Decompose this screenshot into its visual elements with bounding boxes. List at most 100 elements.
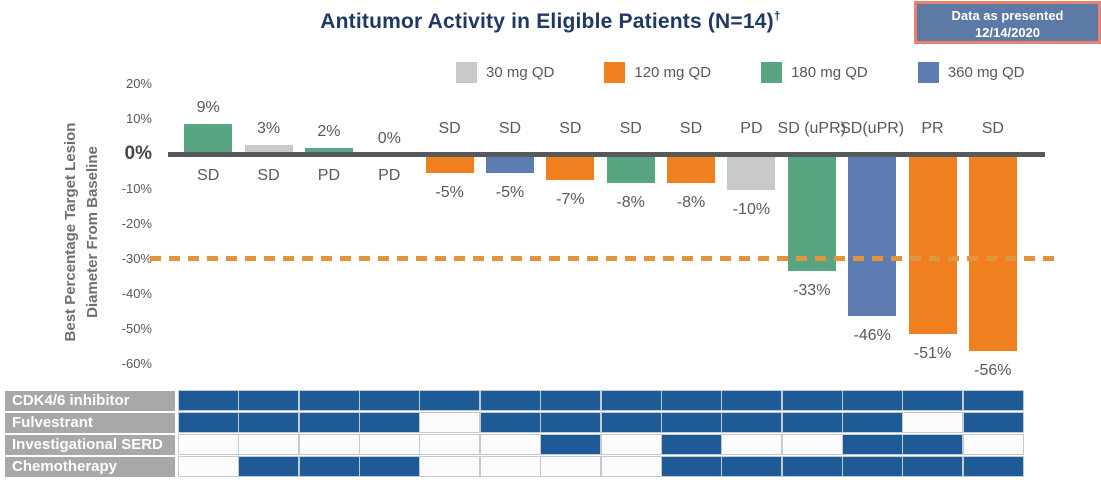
bar-patient-9: [667, 155, 716, 183]
bar-patient-13: [908, 155, 957, 334]
bar-patient-6: [485, 155, 534, 173]
history-cell-row2-patient5: [419, 412, 481, 433]
bar-value-label-patient-9: -8%: [676, 194, 706, 211]
history-cell-row1-patient12: [841, 390, 903, 411]
zero-baseline-axis: [168, 152, 1045, 157]
history-cell-row4-patient3: [298, 456, 360, 477]
history-cell-row1-patient6: [479, 390, 541, 411]
history-cell-row2-patient11: [781, 412, 843, 433]
response-label-patient-11: SD (uPR): [777, 120, 846, 137]
history-cell-row4-patient7: [540, 456, 602, 477]
bar-value-label-patient-13: -51%: [913, 344, 952, 362]
y-tick--10%: -10%: [121, 181, 152, 196]
bar-value-label-patient-14: -56%: [974, 362, 1012, 379]
response-label-patient-10: PD: [740, 120, 763, 137]
history-cell-row4-patient14: [962, 456, 1024, 477]
response-label-patient-5: SD: [438, 120, 461, 137]
page-title-text: Antitumor Activity in Eligible Patients …: [320, 10, 774, 33]
legend-item-30-mg-qd: 30 mg QD: [456, 62, 554, 83]
response-label-patient-6: SD: [498, 120, 522, 137]
history-cell-row2-patient3: [298, 412, 360, 433]
bar-value-label-patient-8: -8%: [616, 194, 645, 211]
history-cell-row2-patient7: [540, 412, 602, 433]
legend-label: 30 mg QD: [486, 64, 555, 81]
history-cell-row4-patient11: [781, 456, 843, 477]
bar-patient-5: [425, 155, 474, 173]
history-cell-row1-patient9: [660, 390, 722, 411]
y-tick--40%: -40%: [121, 286, 152, 301]
history-cell-row2-patient10: [721, 412, 783, 433]
page-title: Antitumor Activity in Eligible Patients …: [0, 9, 1101, 34]
history-cell-row1-patient7: [540, 390, 602, 411]
history-cell-row1-patient14: [962, 390, 1024, 411]
response-label-patient-13: PR: [921, 120, 944, 137]
bar-patient-10: [727, 155, 776, 190]
history-row-label-cdk4-6-inhibitor: CDK4/6 inhibitor: [5, 391, 175, 411]
history-cell-row1-patient10: [721, 390, 783, 411]
history-cell-row2-patient2: [238, 412, 300, 433]
history-cell-row3-patient12: [841, 434, 903, 455]
history-cell-row2-patient12: [841, 412, 903, 433]
history-cell-row4-patient6: [479, 456, 541, 477]
history-row-label-investigational-serd: Investigational SERD: [5, 435, 175, 455]
response-label-patient-14: SD: [981, 120, 1004, 137]
dose-legend: 30 mg QD 120 mg QD 180 mg QD 360 mg QD: [456, 62, 1024, 83]
response-label-patient-3: PD: [317, 167, 340, 184]
bar-patient-2: [244, 144, 293, 155]
response-label-patient-4: PD: [378, 167, 401, 184]
history-cell-row3-patient1: [178, 434, 239, 455]
legend-label: 360 mg QD: [947, 64, 1025, 81]
history-cell-row4-patient12: [841, 456, 903, 477]
y-tick-0%: 0%: [124, 143, 152, 164]
data-as-presented-badge: Data as presented 12/14/2020: [914, 1, 1101, 44]
history-cell-row3-patient6: [479, 434, 541, 455]
history-cell-row4-patient9: [660, 456, 722, 477]
history-cell-row3-patient2: [238, 434, 300, 455]
history-cell-row2-patient6: [479, 412, 541, 433]
legend-swatch-icon: [917, 62, 939, 83]
badge-line1: Data as presented: [951, 8, 1064, 23]
history-cell-row2-patient14: [962, 412, 1024, 433]
response-label-patient-9: SD: [679, 120, 703, 137]
bar-patient-1: [184, 123, 233, 155]
history-cell-row3-patient5: [419, 434, 481, 455]
history-cell-row1-patient4: [359, 390, 421, 411]
history-cell-row4-patient5: [419, 456, 481, 477]
legend-item-360-mg-qd: 360 mg QD: [917, 62, 1025, 83]
bar-value-label-patient-11: -33%: [793, 281, 831, 299]
bar-patient-12: [848, 155, 897, 316]
history-cell-row4-patient2: [238, 456, 300, 477]
response-label-patient-8: SD: [619, 120, 642, 137]
legend-item-180-mg-qd: 180 mg QD: [761, 62, 868, 83]
history-cell-row1-patient13: [902, 390, 964, 411]
bar-value-label-patient-12: -46%: [853, 327, 891, 344]
bar-value-label-patient-1: 9%: [196, 98, 220, 116]
history-cell-row1-patient3: [298, 390, 360, 411]
history-cell-row2-patient9: [660, 412, 722, 433]
y-tick--60%: -60%: [121, 356, 152, 371]
bar-value-label-patient-10: -10%: [732, 201, 771, 218]
history-cell-row3-patient4: [359, 434, 421, 455]
history-row-label-fulvestrant: Fulvestrant: [5, 413, 175, 433]
history-cell-row4-patient10: [721, 456, 783, 477]
history-cell-row4-patient8: [600, 456, 662, 477]
bar-patient-8: [606, 155, 655, 183]
bar-value-label-patient-7: -7%: [556, 190, 585, 208]
legend-swatch-icon: [456, 62, 477, 83]
history-row-label-chemotherapy: Chemotherapy: [5, 457, 175, 477]
bar-value-label-patient-5: -5%: [435, 183, 464, 201]
legend-label: 180 mg QD: [791, 64, 868, 81]
history-cell-row1-patient2: [238, 390, 300, 411]
history-cell-row4-patient13: [902, 456, 964, 477]
y-tick--30%: -30%: [121, 251, 152, 266]
bar-value-label-patient-6: -5%: [495, 183, 525, 201]
history-cell-row3-patient9: [660, 434, 722, 455]
response-label-patient-2: SD: [257, 167, 280, 184]
bar-patient-7: [546, 155, 595, 180]
history-cell-row3-patient14: [962, 434, 1024, 455]
history-cell-row1-patient8: [600, 390, 662, 411]
y-tick-20%: 20%: [125, 76, 152, 91]
y-tick--20%: -20%: [121, 216, 152, 231]
legend-swatch-icon: [761, 62, 783, 83]
